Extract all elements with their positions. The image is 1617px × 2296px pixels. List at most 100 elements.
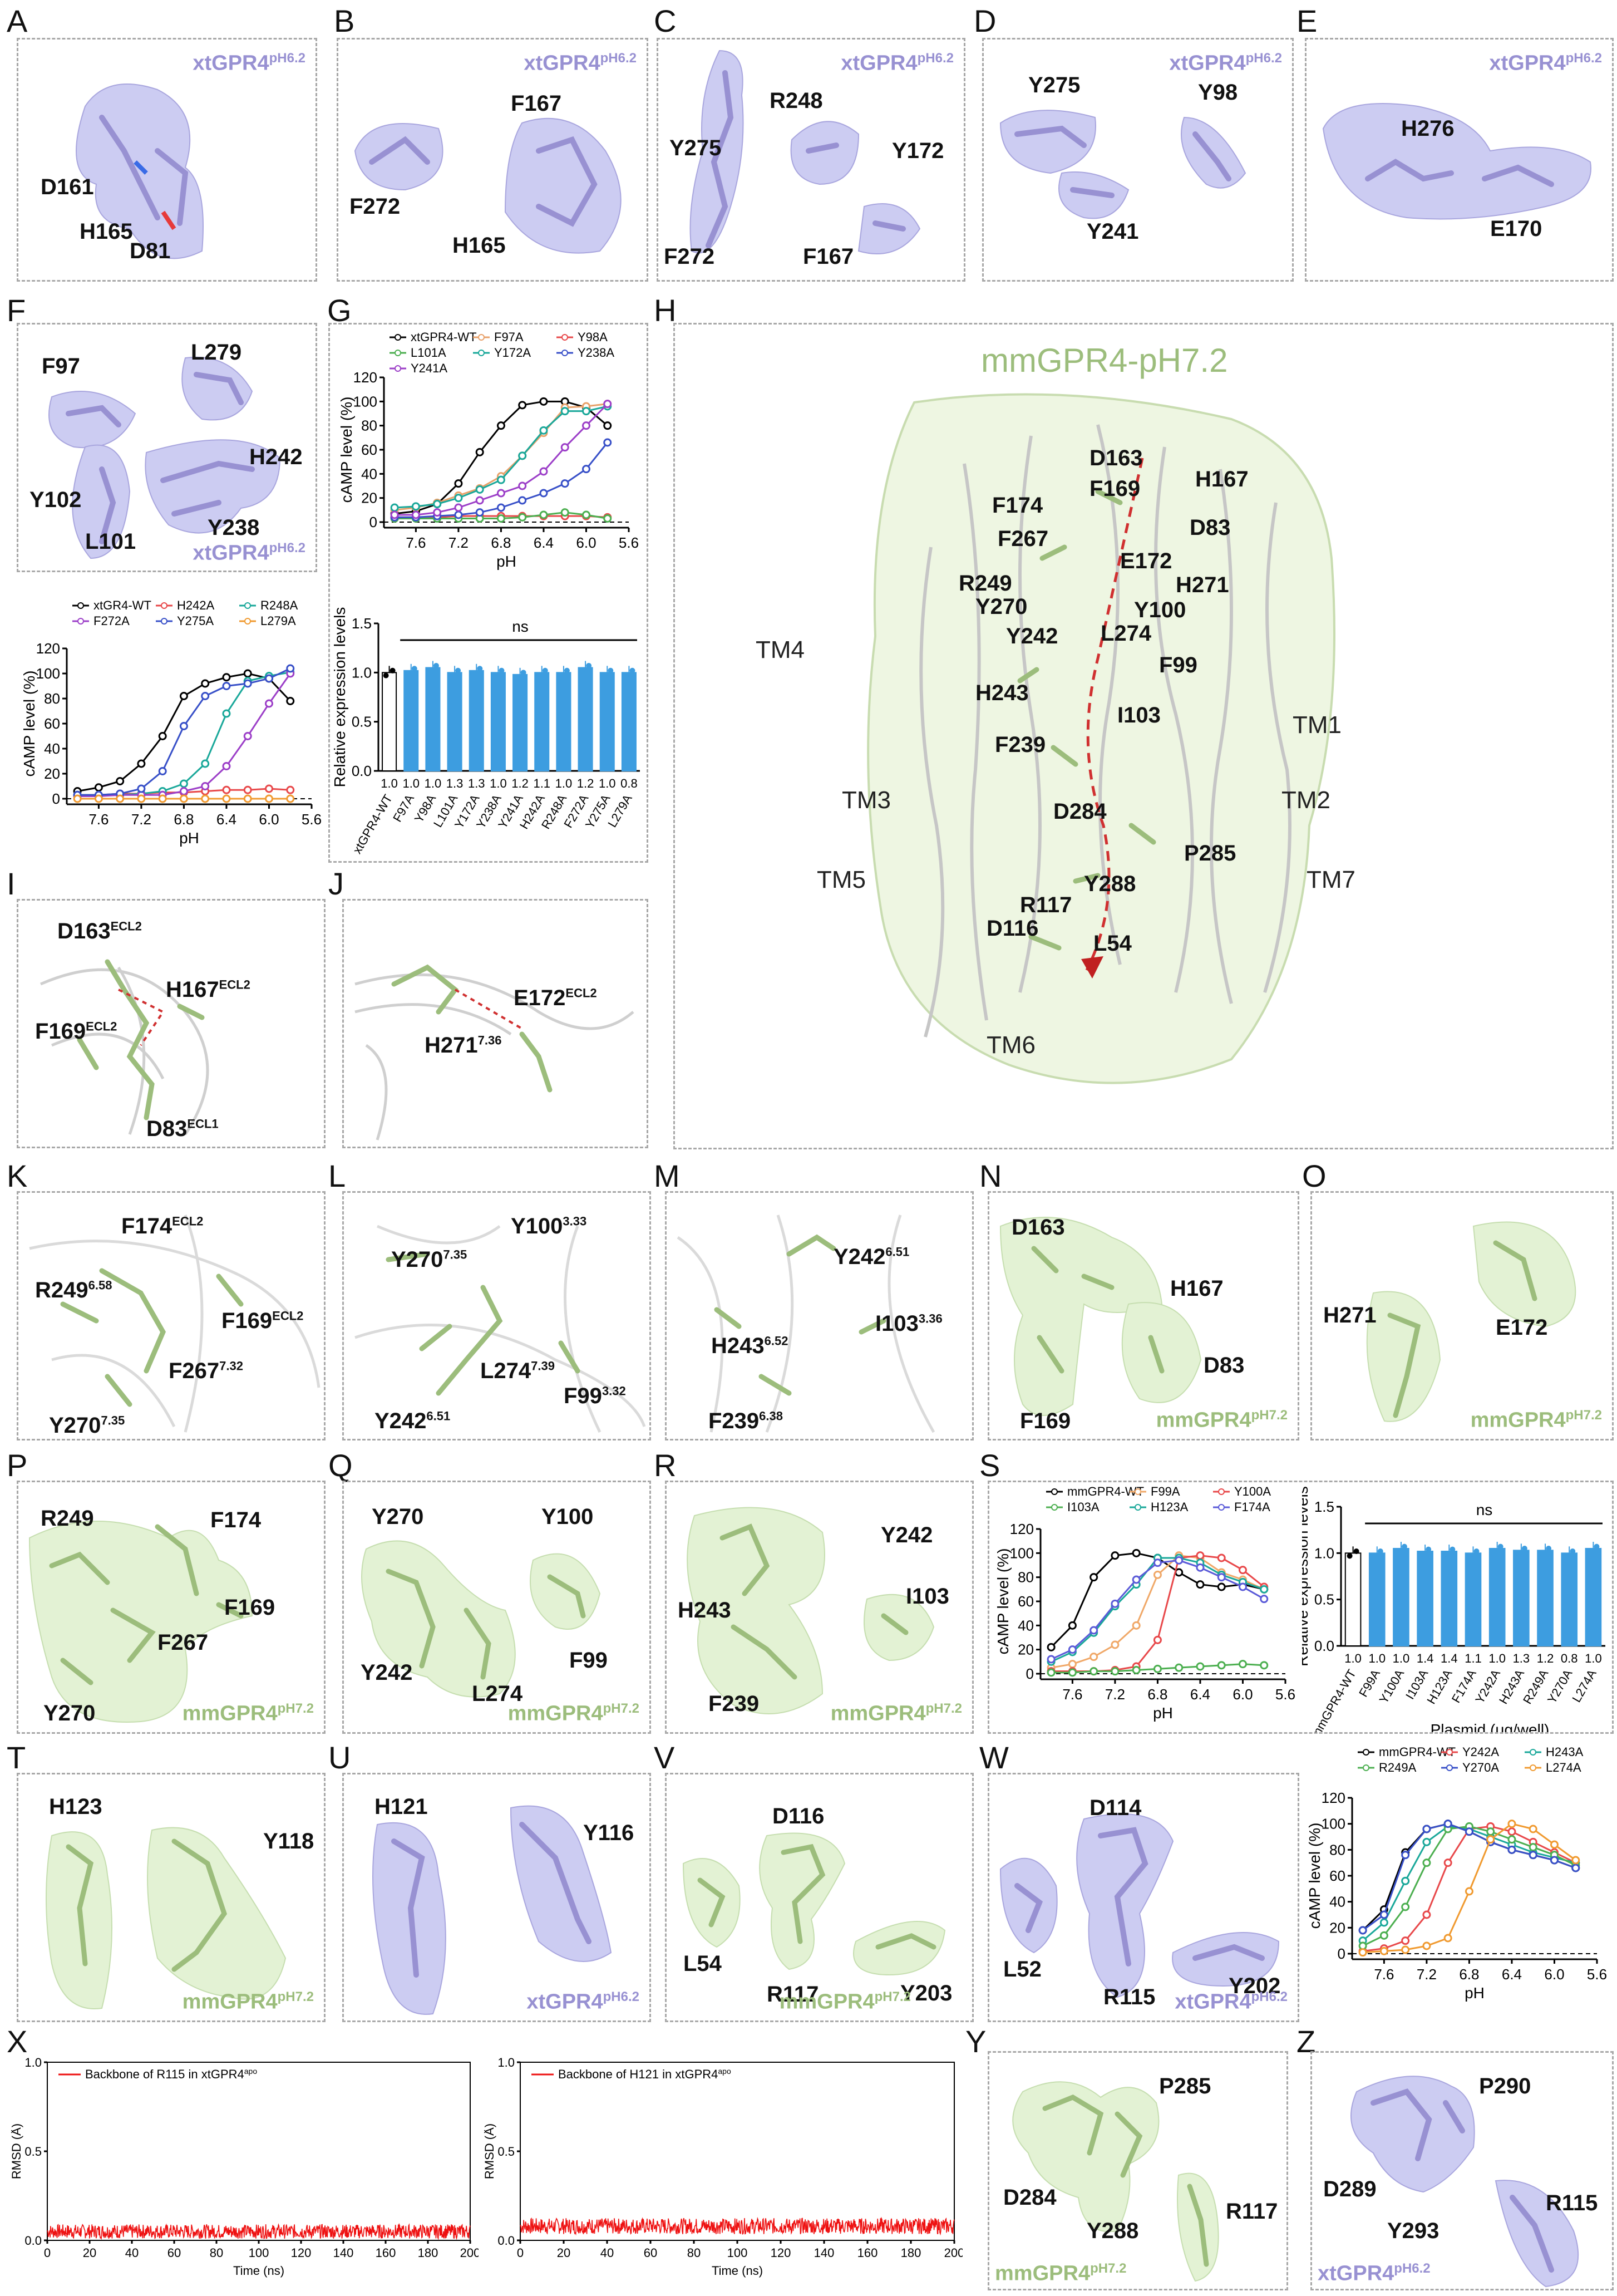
data-point xyxy=(518,401,527,410)
tag-xt-C: xtGPR4pH6.2 xyxy=(841,51,954,75)
tag-xt-B: xtGPR4pH6.2 xyxy=(524,51,637,75)
data-point xyxy=(116,777,125,785)
y-tick-label: 120 xyxy=(353,369,377,386)
y-tick-label: 1.0 xyxy=(352,664,372,681)
bar xyxy=(1537,1550,1554,1647)
data-point xyxy=(286,794,295,803)
data-point xyxy=(560,407,569,416)
H-res-19: Y288 xyxy=(1084,872,1136,896)
x-tick-label: 7.2 xyxy=(131,811,151,828)
data-point xyxy=(1401,1851,1410,1860)
data-point xyxy=(1507,1835,1516,1844)
res-F-1: L279 xyxy=(191,340,242,365)
res-N-0: D163 xyxy=(1012,1215,1065,1240)
x-tick-label: 160 xyxy=(376,2246,396,2260)
y-tick-label: 0.0 xyxy=(1314,1638,1334,1654)
panel-label-L: L xyxy=(328,1158,346,1193)
res-B-2: H165 xyxy=(452,233,506,258)
legend-marker xyxy=(395,334,401,341)
y-tick-label: 60 xyxy=(44,715,60,732)
replicate-point xyxy=(1546,1546,1552,1551)
data-point xyxy=(201,759,210,768)
replicate-point xyxy=(1450,1546,1456,1552)
y-axis-label: cAMP level (%) xyxy=(1306,1823,1323,1929)
density-map-B xyxy=(354,117,622,254)
H-res-5: F267 xyxy=(998,527,1049,551)
data-point xyxy=(475,485,484,494)
res-C-1: Y275 xyxy=(669,136,722,160)
H-res-13: F99 xyxy=(1159,653,1197,677)
y-axis-label: RMSD (Å) xyxy=(11,2123,23,2179)
bar xyxy=(599,672,615,771)
x-axis-label: pH xyxy=(1153,1704,1173,1722)
legend-marker xyxy=(1218,1504,1225,1511)
data-point xyxy=(1196,1580,1205,1589)
legend-label: I103A xyxy=(1067,1500,1100,1514)
data-point xyxy=(1196,1551,1205,1560)
density-map-D xyxy=(999,110,1246,219)
data-point xyxy=(1443,1820,1452,1828)
data-point xyxy=(496,421,505,430)
data-point xyxy=(1047,1643,1056,1651)
legend-marker xyxy=(1218,1488,1225,1495)
x-tick-label: 60 xyxy=(644,2246,657,2260)
L-label-0: Y1003.33 xyxy=(511,1214,587,1238)
panel-C: xtGPR4pH6.2 R248 Y275 Y172 F272 F167 xyxy=(657,38,965,282)
panel-P: R249 F174 F169 F267 Y270 mmGPR4pH7.2 xyxy=(17,1481,326,1734)
density-map-C xyxy=(689,50,921,254)
x-tick-label: 120 xyxy=(291,2246,312,2260)
structure-J xyxy=(354,964,634,1140)
panel-label-V: V xyxy=(654,1740,675,1775)
plasmid-label: 1.0 xyxy=(1393,1651,1410,1665)
replicate-point xyxy=(1473,1548,1480,1554)
replicate-point xyxy=(405,671,411,677)
data-point xyxy=(1217,1582,1226,1591)
res-B-1: F272 xyxy=(349,194,401,219)
y-axis-label: cAMP level (%) xyxy=(21,671,38,777)
data-point xyxy=(1529,1825,1537,1833)
res-P-1: F174 xyxy=(210,1508,262,1532)
y-tick-label: 60 xyxy=(1329,1867,1345,1884)
data-point xyxy=(1550,1856,1559,1865)
data-point xyxy=(1089,1667,1098,1676)
x-tick-label: 200 xyxy=(460,2246,479,2260)
legend-marker xyxy=(395,365,401,372)
replicate-point xyxy=(383,672,389,679)
plasmid-label: 0.8 xyxy=(1561,1651,1578,1665)
bar xyxy=(1585,1548,1602,1646)
data-point xyxy=(1571,1856,1580,1865)
x-tick-label: 100 xyxy=(727,2246,748,2260)
replicate-point xyxy=(470,671,476,677)
data-point xyxy=(1422,1837,1431,1846)
res-P-2: F169 xyxy=(224,1595,275,1620)
data-point xyxy=(1089,1626,1098,1635)
res-W-0: D114 xyxy=(1089,1796,1142,1820)
density-map-O xyxy=(1366,1221,1576,1422)
x-tick-label: 6.0 xyxy=(576,534,596,551)
data-point xyxy=(243,679,252,688)
res-O-0: H271 xyxy=(1323,1303,1377,1328)
I-label-1: H167ECL2 xyxy=(166,977,250,1002)
H-res-3: F174 xyxy=(992,493,1043,518)
category-label: L274A xyxy=(1569,1667,1599,1705)
res-T-1: Y118 xyxy=(263,1829,314,1853)
x-tick-label: 140 xyxy=(814,2246,835,2260)
data-point xyxy=(286,664,295,673)
x-tick-label: 6.0 xyxy=(1544,1966,1564,1983)
data-point xyxy=(518,451,527,460)
res-Q-1: Y100 xyxy=(541,1505,594,1529)
legend-marker xyxy=(1051,1504,1058,1511)
legend-label: Y238A xyxy=(578,346,614,360)
data-point xyxy=(1422,1941,1431,1950)
data-point xyxy=(1132,1666,1141,1674)
data-point xyxy=(1422,1910,1431,1919)
plasmid-label: 1.0 xyxy=(599,776,616,790)
plasmid-label: 1.4 xyxy=(1441,1651,1458,1665)
replicate-point xyxy=(433,662,439,668)
data-point xyxy=(158,767,167,775)
data-point xyxy=(158,732,167,740)
replicate-point xyxy=(1497,1543,1503,1550)
data-point xyxy=(1422,1825,1431,1833)
